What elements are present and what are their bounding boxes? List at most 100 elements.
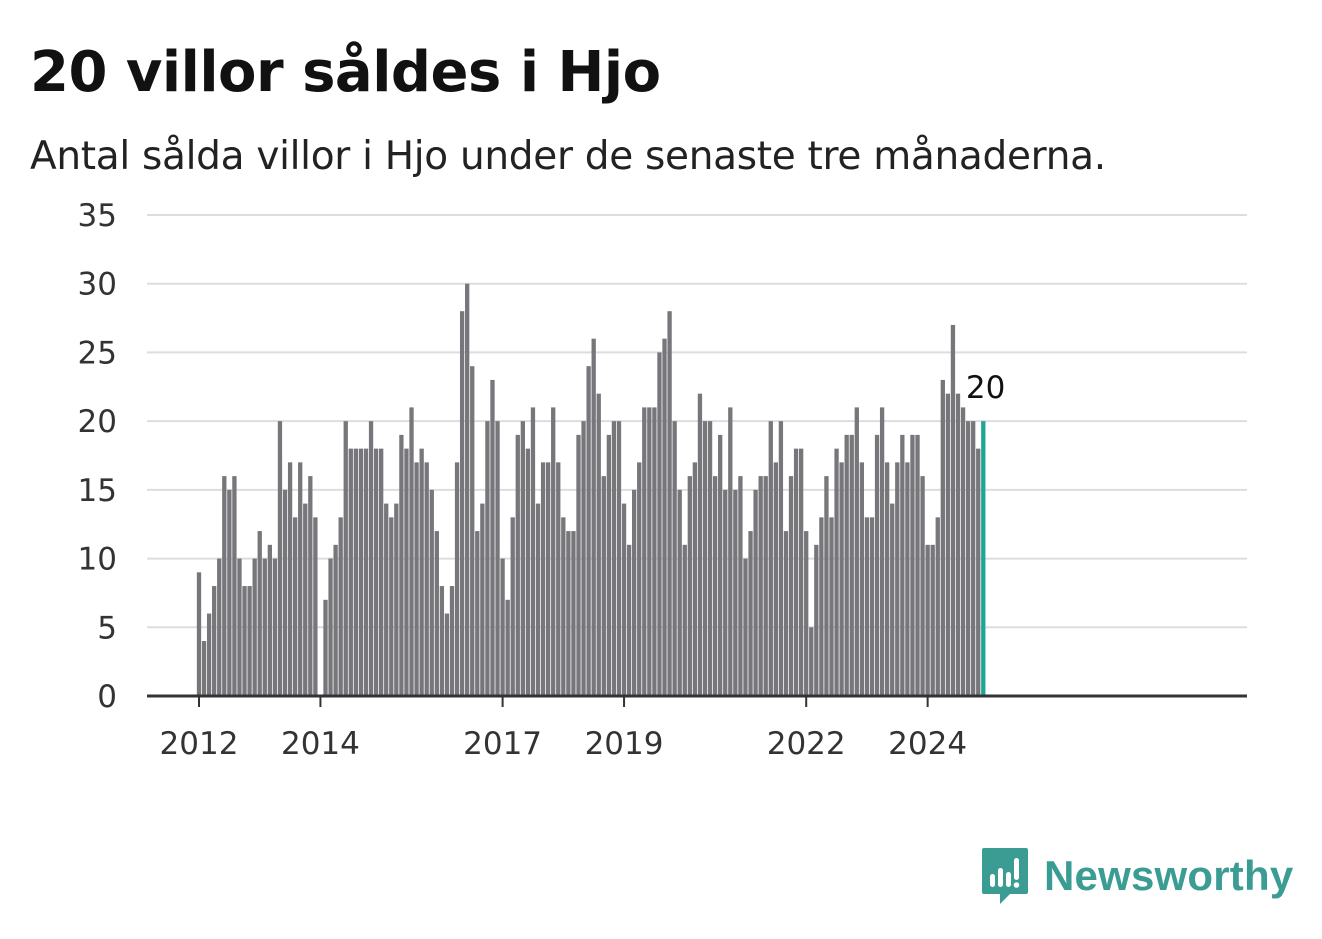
bar: [945, 393, 951, 696]
y-tick-label: 15: [78, 473, 117, 509]
bar: [601, 476, 606, 696]
bar: [419, 448, 424, 696]
bar: [637, 462, 642, 696]
bar: [323, 599, 328, 696]
bar: [879, 407, 885, 696]
bar: [217, 558, 222, 696]
bar: [404, 448, 409, 696]
bar: [328, 558, 333, 696]
bars: [196, 283, 986, 696]
bar: [834, 448, 839, 696]
value-labels: 20: [966, 370, 1005, 406]
bar: [298, 462, 303, 696]
bar: [753, 489, 758, 696]
bar: [394, 503, 399, 696]
y-tick-label: 5: [97, 610, 117, 646]
bar: [728, 407, 733, 696]
bar: [824, 476, 829, 696]
bar: [384, 503, 389, 696]
bar: [763, 476, 768, 696]
bar: [206, 613, 212, 696]
bar: [540, 462, 546, 696]
bar: [505, 599, 510, 696]
bar: [212, 586, 217, 696]
bar: [743, 558, 748, 696]
bar: [520, 421, 525, 696]
bar: [561, 517, 566, 696]
bar: [303, 503, 308, 696]
bar: [576, 434, 581, 696]
bar: [262, 558, 267, 696]
bar: [525, 448, 531, 696]
y-tick-label: 35: [78, 198, 117, 234]
bar: [819, 517, 824, 696]
bar: [895, 462, 900, 696]
bar: [363, 448, 369, 696]
bar: [869, 517, 875, 696]
bar: [940, 379, 945, 696]
bar: [647, 407, 652, 696]
y-tick-label: 25: [78, 335, 117, 371]
bar: [849, 434, 854, 696]
y-axis-ticks: 0 5 10 15 20 25 30 35: [78, 198, 117, 715]
bar: [626, 544, 632, 696]
bar: [267, 544, 272, 696]
bar: [429, 489, 434, 696]
bar: [535, 503, 541, 696]
bar: [282, 489, 288, 696]
bar: [606, 434, 612, 696]
bar: [232, 476, 237, 696]
bar: [712, 476, 718, 696]
bar: [955, 393, 961, 696]
bar: [475, 531, 480, 696]
last-value-label: 20: [966, 370, 1005, 406]
bar: [657, 352, 662, 696]
bar: [930, 544, 935, 696]
bar: [201, 641, 207, 696]
bar: [485, 421, 490, 696]
bar: [652, 407, 657, 696]
bar: [500, 558, 505, 696]
bar: [718, 434, 723, 696]
bar: [611, 421, 617, 696]
bar: [556, 462, 561, 696]
bar: [551, 407, 556, 696]
bar: [252, 558, 257, 696]
bar: [424, 462, 429, 696]
bar: [566, 531, 571, 696]
x-tick-label: 2012: [160, 726, 239, 762]
bar: [571, 531, 576, 696]
bar: [642, 407, 647, 696]
bar: [885, 462, 890, 696]
bar: [373, 448, 379, 696]
bar: [257, 531, 262, 696]
bar: [723, 489, 728, 696]
bar: [859, 462, 865, 696]
bar: [596, 393, 601, 696]
x-tick-label: 2014: [281, 726, 360, 762]
bar: [287, 462, 293, 696]
bar: [414, 462, 419, 696]
y-tick-label: 0: [97, 679, 117, 715]
bar: [368, 421, 374, 696]
bar: [920, 476, 925, 696]
bar: [773, 462, 778, 696]
x-tick-label: 2022: [767, 726, 846, 762]
bar: [379, 448, 384, 696]
bar: [237, 558, 242, 696]
bar: [814, 544, 819, 696]
bar: [439, 586, 445, 696]
bar: [707, 421, 713, 696]
bar: [758, 476, 763, 696]
bar: [692, 462, 698, 696]
bar: [434, 531, 439, 696]
chart-subtitle: Antal sålda villor i Hjo under de senast…: [30, 134, 1106, 179]
bar: [854, 407, 859, 696]
bar: [874, 434, 880, 696]
bar: [621, 503, 627, 696]
bar: [672, 421, 677, 696]
x-axis-ticks: 2012 2014 2017 2019 2022 2024: [160, 696, 967, 762]
bar-highlight: [981, 421, 986, 696]
bar: [632, 489, 637, 696]
